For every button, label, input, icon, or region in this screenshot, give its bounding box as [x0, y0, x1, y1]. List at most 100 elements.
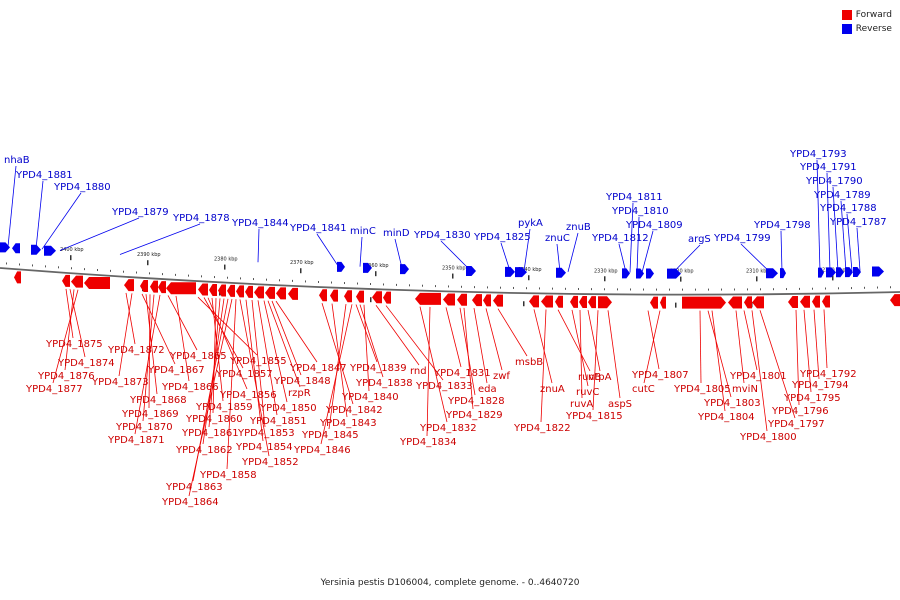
forward-gene-label: YPD4_1863 — [165, 482, 223, 493]
gene-arrow — [218, 284, 226, 297]
minor-tick — [136, 271, 137, 274]
forward-gene-label: YPD4_1801 — [729, 371, 787, 382]
gene-arrow — [766, 268, 778, 279]
minor-tick — [669, 288, 670, 291]
minor-tick — [682, 288, 683, 291]
leader-line — [426, 306, 431, 437]
minor-tick — [604, 288, 605, 291]
reverse-gene-label: YPD4_1791 — [799, 162, 857, 173]
forward-gene-label: YPD4_1838 — [355, 378, 413, 389]
leader-line — [497, 308, 528, 357]
forward-gene-label: YPD4_1832 — [419, 423, 477, 434]
forward-gene-label: YPD4_1828 — [447, 396, 505, 407]
minor-tick — [617, 288, 618, 291]
minor-tick — [227, 276, 228, 279]
gene-arrow — [330, 289, 338, 302]
leader-line — [485, 308, 503, 371]
minor-tick — [890, 286, 891, 289]
leader-line — [707, 310, 732, 398]
reverse-swatch — [841, 24, 852, 34]
leader-line — [587, 310, 601, 372]
minor-tick — [825, 287, 826, 290]
minor-tick — [461, 285, 462, 288]
scale-tick-label: 2330 kbp — [594, 268, 618, 274]
forward-gene-label: YPD4_1876 — [37, 371, 95, 382]
minor-tick — [721, 288, 722, 291]
gene-arrow — [845, 267, 853, 278]
forward-gene-label: YPD4_1865 — [169, 351, 227, 362]
leader-line — [375, 304, 420, 366]
forward-gene-label: YPD4_1853 — [237, 428, 295, 439]
minor-tick — [760, 288, 761, 291]
minor-tick — [58, 266, 59, 269]
forward-gene-label: YPD4_1795 — [783, 393, 841, 404]
minor-tick — [318, 280, 319, 283]
forward-gene-label: YPD4_1840 — [341, 392, 399, 403]
gene-arrow — [752, 296, 764, 309]
minor-tick — [877, 286, 878, 289]
reverse-gene-label: YPD4_1811 — [605, 192, 663, 203]
minor-tick — [539, 287, 540, 290]
gene-arrow — [372, 291, 382, 304]
reverse-gene-label: pykA — [518, 218, 543, 229]
scale-tick-label: 2380 kbp — [214, 257, 238, 263]
forward-gene-label: YPD4_1852 — [241, 457, 299, 468]
gene-arrow — [826, 267, 836, 278]
reverse-gene-label: nhaB — [4, 155, 30, 166]
major-tick — [375, 271, 377, 277]
forward-gene-label: YPD4_1807 — [631, 370, 689, 381]
gene-arrow — [363, 262, 372, 273]
leader-line — [119, 223, 201, 255]
reverse-gene-label: znuC — [545, 233, 570, 244]
reverse-gene-label: YPD4_1789 — [813, 190, 871, 201]
leader-line — [263, 300, 288, 403]
minor-tick — [396, 283, 397, 286]
minor-tick — [409, 284, 410, 287]
gene-arrow — [622, 268, 630, 279]
leader-line — [188, 298, 233, 497]
leader-line — [629, 202, 634, 273]
major-tick — [680, 276, 682, 282]
reverse-gene-label: YPD4_1787 — [829, 217, 887, 228]
forward-gene-label: YPD4_1848 — [273, 376, 331, 387]
leader-line — [557, 309, 591, 372]
leader-line — [751, 310, 768, 432]
leader-line — [540, 309, 547, 423]
reverse-gene-label: znuB — [566, 222, 591, 233]
minor-tick — [487, 286, 488, 289]
leader-line — [321, 303, 354, 405]
scale-tick-label: 2350 kbp — [442, 266, 466, 272]
reverse-gene-label: YPD4_1790 — [805, 176, 863, 187]
leader-line — [816, 159, 821, 272]
major-tick-lower — [675, 302, 677, 308]
forward-gene-label: YPD4_1796 — [771, 406, 829, 417]
leader-line — [271, 300, 302, 376]
forward-gene-label: ruvB — [578, 372, 601, 383]
forward-gene-label: aspS — [608, 399, 632, 410]
gene-arrow — [166, 282, 196, 295]
leader-line — [64, 289, 75, 371]
forward-gene-label: ruvC — [576, 387, 599, 398]
leader-line — [846, 213, 853, 272]
minor-tick — [84, 268, 85, 271]
leader-line — [197, 296, 258, 356]
minor-tick — [500, 286, 501, 289]
reverse-leader-lines — [7, 159, 861, 273]
leader-line — [239, 299, 270, 457]
leader-line — [359, 304, 384, 378]
gene-arrow — [853, 266, 861, 277]
forward-gene-label: YPD4_1847 — [289, 363, 347, 374]
gene-arrow — [570, 295, 578, 308]
reverse-genes — [0, 242, 884, 279]
gene-arrow — [236, 285, 244, 298]
minor-tick — [734, 288, 735, 291]
leader-line — [41, 192, 82, 250]
forward-gene-label: YPD4_1829 — [445, 410, 503, 421]
forward-gene-label: YPD4_1859 — [195, 402, 253, 413]
gene-arrow — [337, 261, 345, 272]
minor-tick — [851, 287, 852, 290]
forward-leader-lines — [52, 288, 828, 497]
leader-line — [780, 230, 783, 273]
gene-arrow — [245, 285, 253, 298]
gene-arrow — [483, 294, 491, 307]
